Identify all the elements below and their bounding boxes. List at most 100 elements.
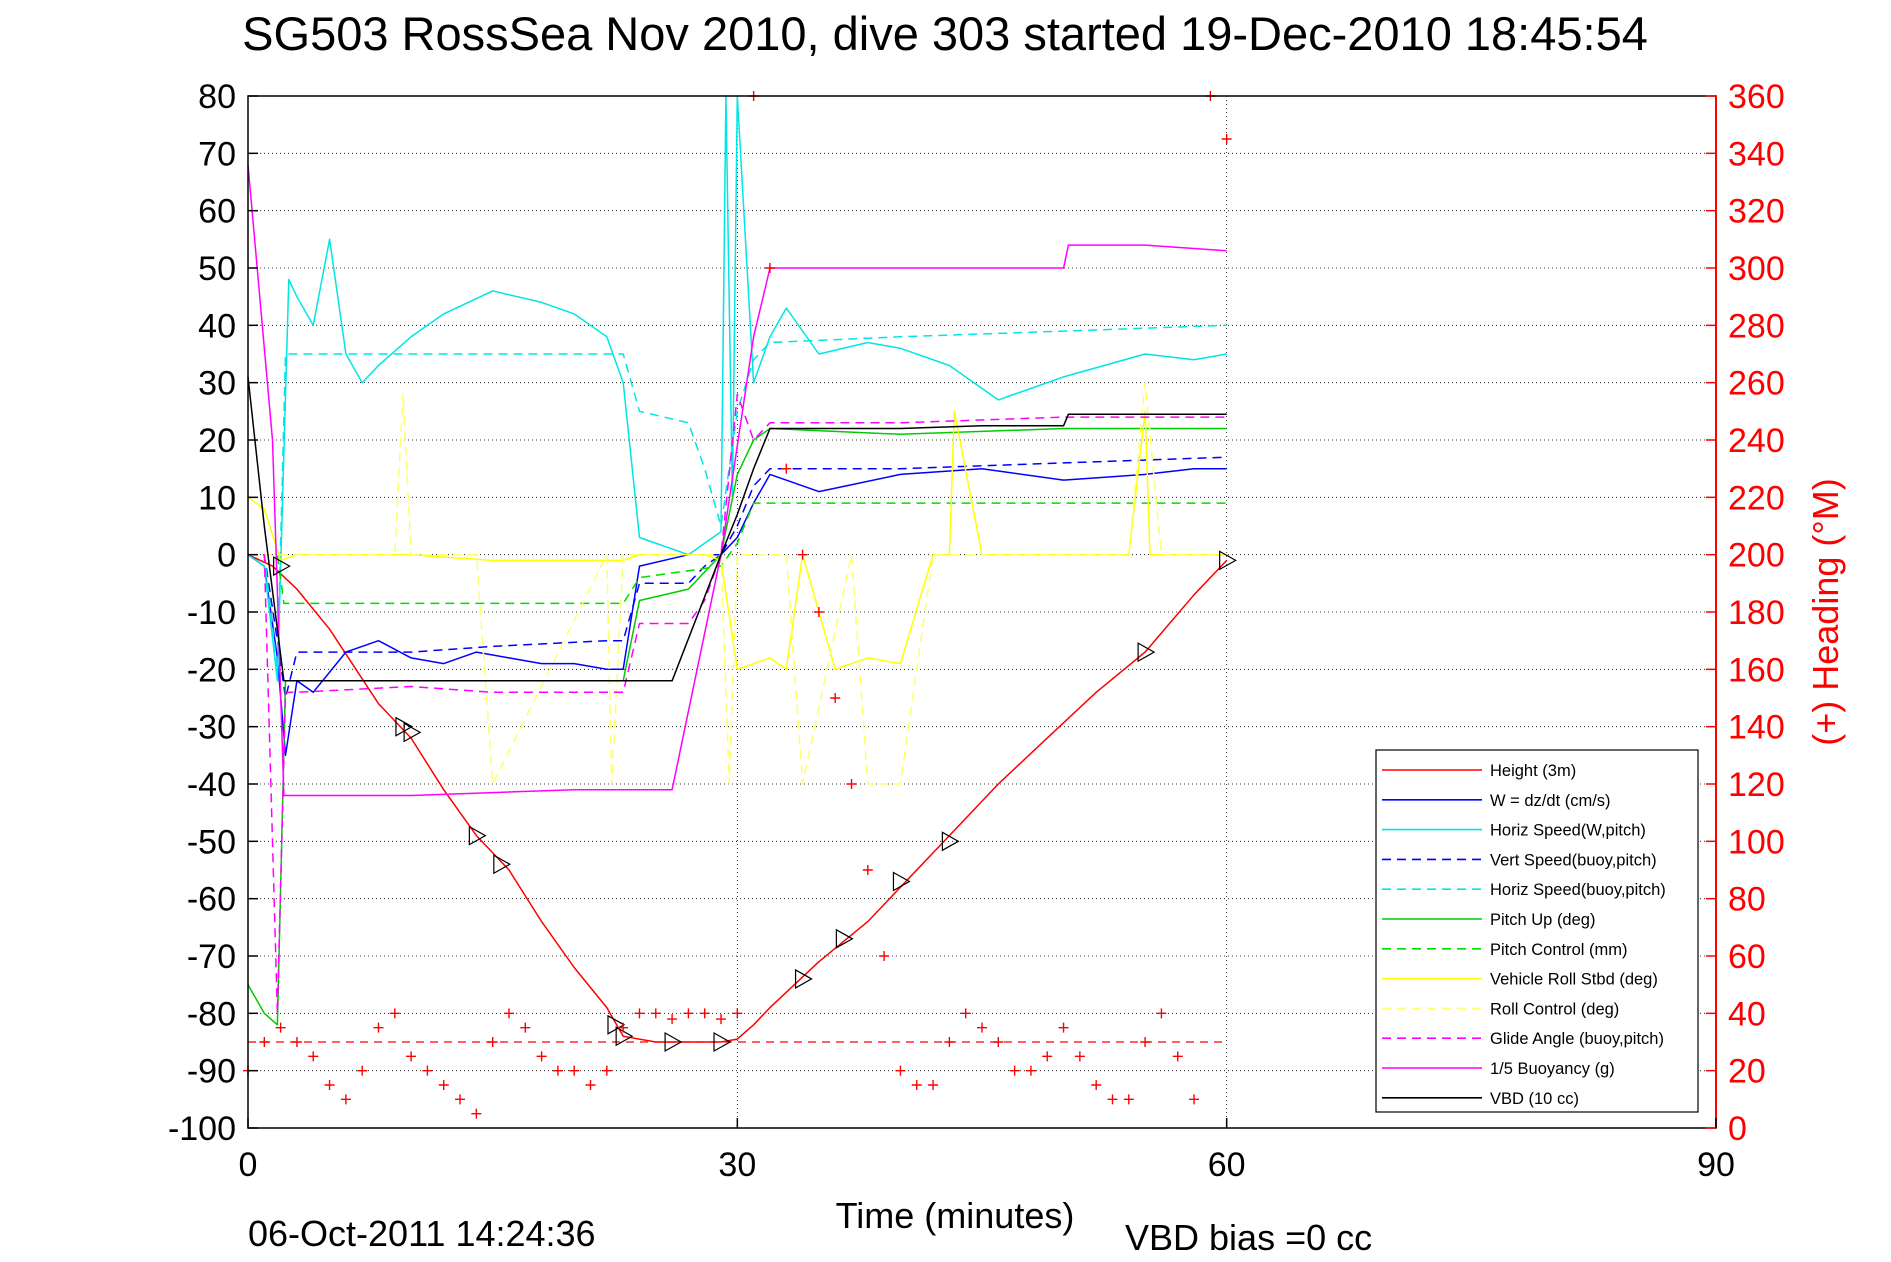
- heading-point: [601, 1065, 612, 1076]
- y-tick-label: -90: [187, 1053, 236, 1091]
- y2-tick-label: 200: [1728, 537, 1785, 575]
- y2-tick-label: 300: [1728, 250, 1785, 288]
- heading-point: [275, 1022, 286, 1033]
- y2-tick-label: 320: [1728, 193, 1785, 231]
- y-tick-label: -100: [168, 1110, 236, 1148]
- heading-point: [634, 1008, 645, 1019]
- y-tick-label: 50: [198, 250, 236, 288]
- heading-point: [536, 1051, 547, 1062]
- y2-tick-label: 260: [1728, 365, 1785, 403]
- heading-point: [732, 1008, 743, 1019]
- apogee-marker: [794, 968, 813, 989]
- heading-point: [503, 1008, 514, 1019]
- heading-point: [552, 1065, 563, 1076]
- series-line-0: [247, 554, 1228, 1043]
- heading-point: [520, 1022, 531, 1033]
- legend-label-11: VBD (10 cc): [1490, 1090, 1579, 1108]
- heading-point: [585, 1080, 596, 1090]
- heading-point: [1172, 1051, 1183, 1062]
- heading-point: [1221, 134, 1232, 144]
- series-line-4: [248, 324, 1227, 671]
- heading-point: [667, 1014, 678, 1025]
- apogee-marker: [615, 1026, 634, 1047]
- y-tick-label: -70: [187, 938, 236, 976]
- apogee-marker: [835, 928, 854, 949]
- legend: Height (3m) W = dz/dt (cm/s) Horiz Speed(W…: [1375, 749, 1699, 1113]
- apogee-marker: [713, 1031, 732, 1053]
- series-line-7: [247, 410, 1227, 671]
- legend-label-1: W = dz/dt (cm/s): [1490, 792, 1611, 810]
- y2-tick-label: 340: [1728, 135, 1785, 173]
- y2-tick-label: 80: [1728, 881, 1766, 919]
- heading-point: [1091, 1080, 1102, 1090]
- y2-tick-label: 180: [1728, 594, 1785, 632]
- heading-point: [373, 1022, 384, 1033]
- heading-point: [422, 1065, 433, 1076]
- series-layer: [247, 95, 1228, 1043]
- heading-point: [846, 779, 857, 789]
- heading-point: [618, 1022, 629, 1033]
- legend-label-7: Vehicle Roll Stbd (deg): [1490, 971, 1658, 989]
- heading-point: [797, 549, 808, 560]
- y-tick-label: 70: [198, 135, 236, 173]
- heading-point: [389, 1008, 400, 1019]
- x-tick-label: 30: [718, 1146, 756, 1184]
- series-line-3: [248, 456, 1227, 699]
- y2-axis-ticks: 3603403203002802602402202001801601401201…: [1706, 78, 1785, 1148]
- legend-label-4: Horiz Speed(buoy,pitch): [1490, 881, 1666, 899]
- series-line-9: [248, 393, 1227, 1015]
- series-line-5: [247, 427, 1227, 1026]
- heading-point: [324, 1080, 335, 1090]
- heading-point: [1189, 1094, 1200, 1105]
- y2-tick-label: 160: [1728, 651, 1785, 689]
- legend-label-10: 1/5 Buoyancy (g): [1490, 1060, 1615, 1078]
- heading-point: [259, 1037, 270, 1047]
- y-tick-label: 20: [198, 422, 236, 460]
- apogee-marker: [892, 871, 911, 892]
- chart-title: SG503 RossSea Nov 2010, dive 303 started…: [242, 7, 1648, 60]
- y-tick-label: -30: [187, 709, 236, 747]
- x-axis-label: Time (minutes): [836, 1195, 1075, 1236]
- series-line-2: [247, 95, 1227, 682]
- heading-point: [471, 1108, 482, 1119]
- legend-label-8: Roll Control (deg): [1490, 1000, 1619, 1018]
- heading-point: [1074, 1051, 1085, 1062]
- heading-point: [357, 1065, 368, 1076]
- heading-scatter: [243, 91, 1232, 1119]
- heading-point: [813, 607, 824, 617]
- heading-point: [928, 1080, 939, 1090]
- y-tick-label: 0: [217, 537, 236, 575]
- legend-label-5: Pitch Up (deg): [1490, 911, 1595, 929]
- heading-point: [977, 1022, 987, 1033]
- y2-tick-label: 240: [1728, 422, 1785, 460]
- y-tick-label: 60: [198, 193, 236, 231]
- y2-tick-label: 220: [1728, 479, 1785, 517]
- y-axis-ticks: 80 70 60 50 40 30 20 10 0 -10 -20 -30 -40 -50 -60 -70 -8…: [168, 78, 258, 1148]
- y-tick-label: -20: [187, 651, 236, 689]
- legend-label-6: Pitch Control (mm): [1490, 941, 1628, 959]
- heading-point: [340, 1094, 351, 1105]
- heading-point: [830, 693, 841, 703]
- apogee-markers: [273, 550, 1237, 1053]
- series-line-1: [247, 467, 1227, 757]
- y-tick-label: -10: [187, 594, 236, 632]
- heading-point: [960, 1008, 971, 1019]
- apogee-marker: [493, 854, 512, 875]
- y2-tick-label: 120: [1728, 766, 1785, 804]
- heading-point: [308, 1051, 319, 1062]
- heading-point: [406, 1051, 417, 1062]
- heading-point: [764, 263, 775, 273]
- y2-tick-label: 40: [1728, 995, 1766, 1033]
- y2-tick-label: 60: [1728, 938, 1766, 976]
- heading-point: [911, 1080, 922, 1090]
- heading-point: [1156, 1008, 1167, 1019]
- footer-timestamp: 06-Oct-2011 14:24:36: [248, 1213, 596, 1254]
- vbd-bias-label: VBD bias =0 cc: [1125, 1217, 1372, 1258]
- apogee-marker: [664, 1031, 683, 1053]
- apogee-marker: [1137, 642, 1156, 663]
- heading-point: [862, 865, 873, 875]
- y-tick-label: -50: [187, 823, 236, 861]
- heading-point: [944, 1037, 955, 1047]
- heading-point: [291, 1037, 302, 1047]
